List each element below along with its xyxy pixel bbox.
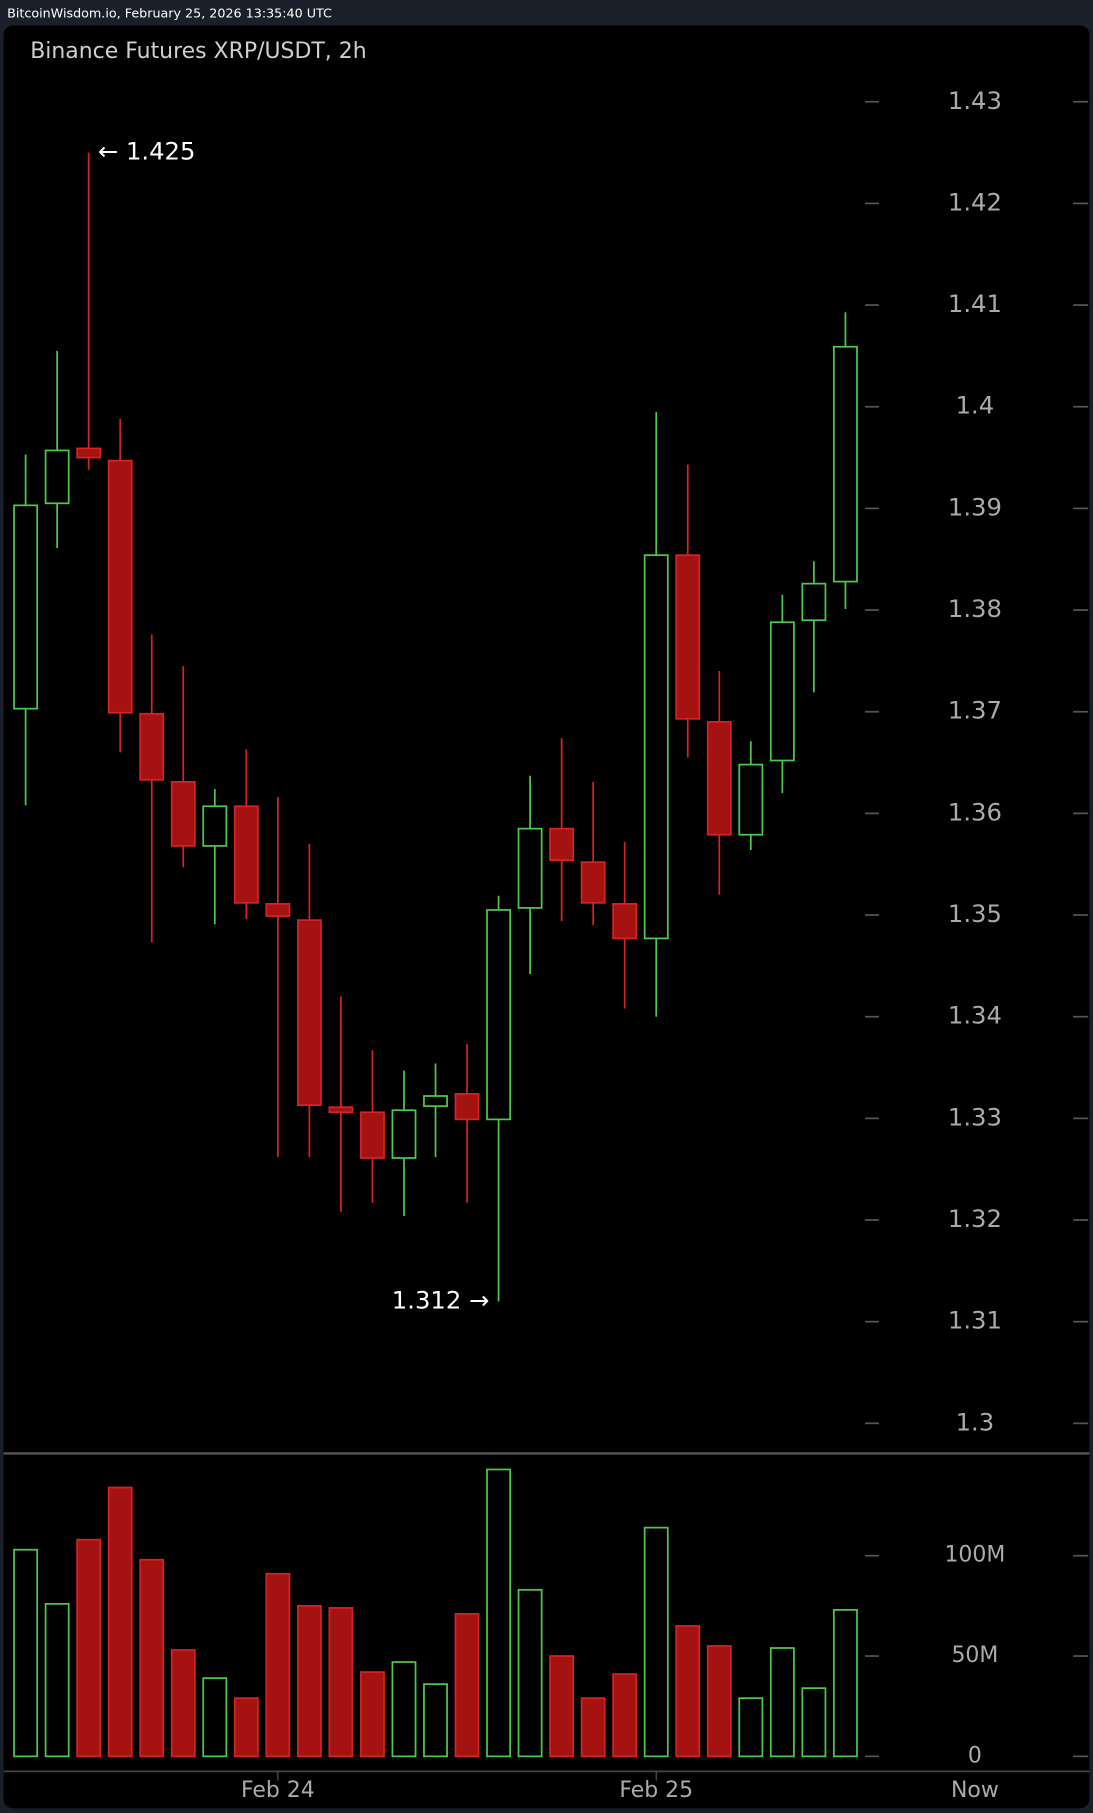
candle-body (44, 449, 70, 505)
candle-body (139, 712, 165, 781)
candle-body (328, 1106, 354, 1114)
candle-body (170, 780, 196, 847)
volume-bar (265, 1572, 291, 1758)
y-tick-label: 1.32 (948, 1204, 1002, 1233)
volume-tick-label: 100M (944, 1543, 1005, 1568)
y-tick-label: 1.33 (948, 1102, 1002, 1131)
y-tick-label: 1.43 (948, 86, 1002, 115)
volume-bar (486, 1468, 512, 1758)
candle-body (580, 861, 606, 904)
volume-bar (612, 1673, 638, 1758)
y-tick-label: 1.42 (948, 187, 1002, 216)
volume-bar (454, 1613, 480, 1758)
volume-bar (328, 1607, 354, 1758)
volume-bar (170, 1649, 196, 1758)
candle-body (265, 902, 291, 917)
candle-body (13, 504, 39, 710)
candle-body (801, 582, 827, 622)
volume-bar (360, 1671, 385, 1758)
candle-body (107, 459, 133, 714)
volume-bar (706, 1645, 732, 1758)
volume-bar (832, 1609, 858, 1758)
y-tick-label: 1.35 (948, 899, 1002, 928)
volume-bar (517, 1588, 543, 1758)
candle-body (832, 345, 858, 583)
x-tick-label: Feb 24 (241, 1778, 315, 1803)
candle-body (423, 1095, 448, 1108)
volume-bar (423, 1683, 448, 1758)
candle-body (643, 554, 669, 940)
y-tick-label: 1.41 (948, 289, 1002, 318)
volume-bar (233, 1697, 259, 1758)
candle-body (360, 1111, 385, 1159)
volume-bar (801, 1687, 827, 1758)
candle-body (517, 827, 543, 909)
volume-bar (76, 1538, 102, 1758)
candle-body (549, 827, 575, 862)
volume-bar (769, 1647, 795, 1758)
annotation: ← 1.425 (98, 137, 196, 166)
volume-bar (549, 1655, 575, 1758)
volume-bar (13, 1548, 39, 1758)
volume-bar (44, 1603, 70, 1758)
candle-body (76, 447, 102, 459)
candle-body (612, 902, 638, 940)
volume-bar (643, 1526, 669, 1758)
y-tick-label: 1.39 (948, 492, 1002, 521)
volume-bar (391, 1661, 417, 1758)
y-tick-label: 1.4 (956, 391, 995, 420)
candle-body (738, 763, 764, 836)
volume-bar (107, 1486, 133, 1758)
y-tick-label: 1.31 (948, 1306, 1002, 1335)
candle-body (233, 805, 259, 904)
header: BitcoinWisdom.io, February 25, 2026 13:3… (7, 5, 332, 20)
y-tick-label: 1.37 (948, 696, 1002, 725)
chart-title: Binance Futures XRP/USDT, 2h (30, 39, 366, 64)
volume-tick-label: 50M (951, 1643, 998, 1668)
volume-tick-label: 0 (968, 1743, 982, 1768)
volume-bar (202, 1677, 228, 1758)
y-tick-label: 1.3 (956, 1407, 995, 1436)
candle-body (391, 1109, 417, 1159)
x-tick-label: Feb 25 (619, 1778, 693, 1803)
candle-body (675, 554, 701, 720)
volume-bar (139, 1558, 165, 1758)
volume-bar (580, 1697, 606, 1758)
candle-body (296, 919, 322, 1107)
candle-body (769, 621, 795, 762)
candle-body (454, 1093, 480, 1121)
chart-panel (3, 25, 1090, 1809)
annotation: 1.312 → (392, 1285, 490, 1314)
y-tick-label: 1.34 (948, 1001, 1002, 1030)
candle-body (706, 721, 732, 836)
now-label: Now (951, 1778, 999, 1803)
y-tick-label: 1.36 (948, 797, 1002, 826)
candle-body (486, 909, 512, 1121)
y-tick-label: 1.38 (948, 594, 1002, 623)
volume-bar (675, 1625, 701, 1758)
candle-body (202, 805, 228, 847)
volume-bar (296, 1605, 322, 1758)
volume-bar (738, 1697, 764, 1758)
